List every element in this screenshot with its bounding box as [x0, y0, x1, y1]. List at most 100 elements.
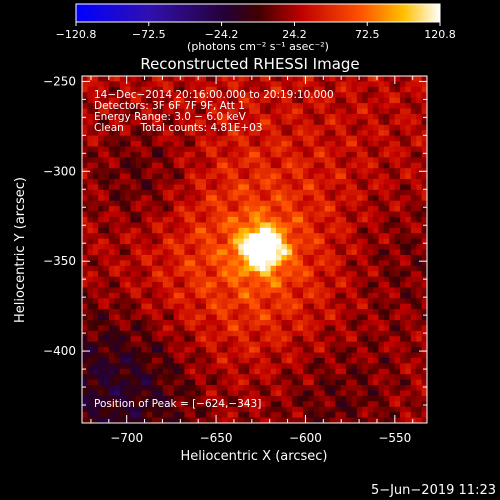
heatmap-cell	[211, 141, 218, 147]
heatmap-cell	[303, 276, 309, 283]
heatmap-cell	[308, 265, 315, 272]
heatmap-cell	[367, 260, 374, 267]
heatmap-cell	[108, 76, 115, 82]
heatmap-cell	[103, 298, 110, 305]
heatmap-cell	[135, 385, 142, 391]
heatmap-cell	[205, 119, 212, 126]
heatmap-cell	[281, 86, 288, 93]
heatmap-cell	[324, 135, 331, 142]
heatmap-cell	[410, 81, 417, 88]
heatmap-cell	[286, 179, 293, 185]
heatmap-cell	[184, 390, 191, 397]
heatmap-cell	[405, 363, 412, 370]
heatmap-cell	[254, 103, 261, 109]
heatmap-cell	[205, 357, 212, 364]
heatmap-cell	[205, 233, 212, 240]
heatmap-cell	[421, 146, 427, 153]
heatmap-cell	[173, 401, 180, 408]
heatmap-cell	[179, 113, 185, 120]
heatmap-cell	[400, 211, 406, 218]
heatmap-cell	[421, 92, 427, 99]
heatmap-cell	[195, 119, 201, 126]
heatmap-cell	[216, 206, 223, 212]
heatmap-cell	[313, 157, 320, 164]
heatmap-cell	[292, 314, 299, 321]
heatmap-cell	[281, 319, 288, 326]
heatmap-cell	[238, 368, 245, 375]
heatmap-cell	[319, 173, 325, 180]
heatmap-cell	[313, 113, 320, 120]
heatmap-cell	[362, 146, 369, 153]
heatmap-cell	[324, 357, 331, 364]
heatmap-cell	[243, 151, 250, 158]
heatmap-cell	[184, 395, 191, 402]
heatmap-cell	[346, 81, 352, 88]
heatmap-cell	[335, 189, 342, 196]
heatmap-cell	[292, 216, 299, 223]
heatmap-cell	[152, 211, 158, 218]
heatmap-cell	[340, 238, 347, 245]
heatmap-cell	[308, 357, 315, 364]
heatmap-cell	[265, 173, 272, 180]
heatmap-cell	[119, 238, 126, 245]
heatmap-cell	[335, 222, 342, 229]
heatmap-cell	[351, 314, 358, 321]
heatmap-cell	[324, 385, 331, 391]
heatmap-cell	[319, 211, 325, 218]
heatmap-cell	[82, 292, 88, 299]
heatmap-cell	[125, 119, 131, 126]
heatmap-cell	[281, 368, 288, 375]
heatmap-cell	[211, 179, 218, 185]
heatmap-cell	[141, 184, 148, 191]
heatmap-cell	[135, 395, 142, 402]
heatmap-cell	[216, 347, 223, 353]
heatmap-cell	[259, 292, 266, 299]
heatmap-cell	[232, 184, 239, 191]
heatmap-cell	[400, 319, 406, 326]
heatmap-cell	[125, 141, 131, 147]
heatmap-cell	[249, 92, 255, 99]
heatmap-cell	[157, 254, 164, 261]
heatmap-cell	[82, 363, 88, 370]
heatmap-cell	[335, 119, 342, 126]
heatmap-cell	[389, 406, 396, 413]
heatmap-cell	[173, 135, 180, 142]
heatmap-cell	[324, 352, 331, 359]
heatmap-cell	[259, 282, 266, 288]
heatmap-cell	[173, 363, 180, 370]
heatmap-cell	[313, 374, 320, 381]
heatmap-cell	[297, 319, 304, 326]
heatmap-cell	[87, 254, 94, 261]
heatmap-cell	[362, 81, 369, 88]
heatmap-cell	[405, 233, 412, 240]
heatmap-cell	[114, 298, 121, 305]
heatmap-cell	[232, 254, 239, 261]
heatmap-cell	[276, 184, 282, 191]
heatmap-cell	[362, 222, 369, 229]
heatmap-cell	[405, 352, 412, 359]
heatmap-cell	[162, 385, 169, 391]
heatmap-cell	[243, 179, 250, 185]
heatmap-cell	[329, 357, 336, 364]
heatmap-cell	[346, 303, 352, 310]
heatmap-cell	[103, 330, 110, 337]
heatmap-cell	[108, 135, 115, 142]
heatmap-cell	[367, 81, 374, 88]
heatmap-cell	[308, 336, 315, 343]
heatmap-cell	[249, 357, 255, 364]
heatmap-cell	[103, 325, 110, 332]
heatmap-cell	[157, 276, 164, 283]
heatmap-cell	[265, 276, 272, 283]
peak-position-label: Position of Peak = [−624,−343]	[94, 398, 261, 410]
heatmap-cell	[243, 319, 250, 326]
heatmap-cell	[141, 249, 148, 256]
heatmap-cell	[243, 233, 250, 240]
heatmap-cell	[249, 162, 255, 169]
heatmap-cell	[373, 379, 379, 386]
heatmap-cell	[179, 135, 185, 142]
heatmap-cell	[173, 189, 180, 196]
heatmap-cell	[362, 385, 369, 391]
heatmap-cell	[254, 76, 261, 82]
heatmap-cell	[152, 200, 158, 207]
heatmap-cell	[389, 151, 396, 158]
